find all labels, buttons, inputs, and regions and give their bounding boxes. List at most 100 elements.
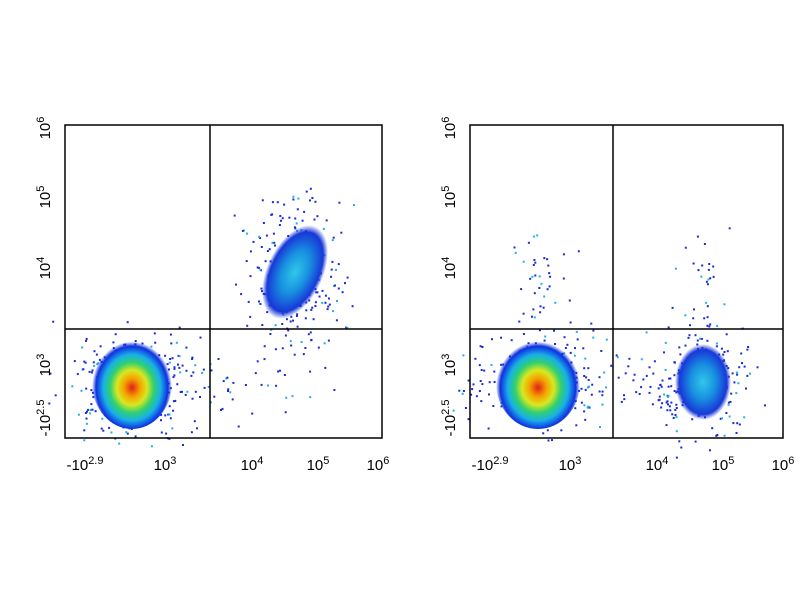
- event: [296, 325, 299, 328]
- y-tick-label: -102.5: [440, 400, 459, 437]
- event: [735, 371, 738, 374]
- event: [259, 237, 262, 239]
- event: [671, 306, 674, 309]
- event: [254, 372, 257, 375]
- event: [266, 311, 269, 314]
- event: [95, 353, 98, 356]
- event: [84, 361, 87, 364]
- tick-exponent: 3: [170, 455, 176, 467]
- event: [663, 351, 665, 354]
- event: [474, 357, 477, 360]
- event: [92, 396, 95, 399]
- event: [315, 291, 318, 294]
- event: [675, 407, 678, 409]
- event: [87, 408, 90, 411]
- event: [92, 361, 95, 364]
- event: [202, 368, 205, 371]
- event: [592, 336, 595, 339]
- event: [269, 333, 272, 335]
- event: [715, 342, 718, 345]
- event: [693, 308, 695, 311]
- event: [675, 456, 678, 459]
- event: [533, 235, 536, 238]
- event: [487, 427, 490, 430]
- event: [284, 334, 287, 337]
- event: [667, 403, 669, 406]
- event: [684, 344, 687, 347]
- event: [696, 339, 699, 342]
- tick-base: 10: [442, 192, 459, 209]
- event: [85, 422, 88, 425]
- event: [172, 409, 175, 412]
- event: [332, 310, 335, 313]
- x-tick-label: 103: [154, 455, 177, 474]
- event: [479, 345, 482, 348]
- event: [273, 241, 276, 244]
- event: [48, 402, 51, 405]
- event: [80, 389, 83, 392]
- event: [281, 323, 284, 325]
- event: [341, 291, 344, 294]
- event: [689, 324, 691, 327]
- event: [235, 283, 237, 286]
- event: [732, 422, 735, 425]
- event: [684, 314, 687, 317]
- event: [262, 222, 265, 224]
- event: [583, 375, 586, 377]
- event: [178, 366, 181, 369]
- event: [177, 363, 179, 366]
- tick-exponent: 5: [440, 186, 452, 192]
- event: [287, 329, 290, 332]
- event: [231, 398, 234, 401]
- event: [172, 400, 175, 403]
- event: [726, 350, 729, 353]
- event: [346, 327, 349, 329]
- event: [660, 385, 663, 388]
- event: [296, 208, 299, 211]
- event: [221, 407, 224, 410]
- event: [587, 379, 590, 381]
- tick-exponent: 2.9: [88, 455, 103, 467]
- tick-exponent: 2.5: [35, 400, 47, 415]
- event: [76, 373, 79, 376]
- tick-exponent: 4: [662, 455, 668, 467]
- event: [513, 246, 516, 249]
- event: [295, 222, 298, 225]
- event: [322, 227, 325, 230]
- event: [542, 306, 545, 309]
- event: [670, 401, 673, 404]
- event: [165, 432, 168, 435]
- event: [667, 396, 670, 398]
- event: [696, 235, 699, 238]
- event: [532, 308, 535, 311]
- event: [321, 289, 324, 292]
- frames: [64, 124, 784, 439]
- event: [623, 398, 626, 401]
- event: [227, 390, 229, 392]
- event: [85, 417, 88, 420]
- event: [691, 418, 694, 421]
- event: [649, 385, 652, 388]
- y-tick-label: 105: [440, 186, 459, 209]
- event: [292, 195, 295, 198]
- event: [527, 241, 530, 244]
- event: [345, 326, 348, 329]
- event: [240, 293, 243, 296]
- event: [258, 300, 260, 303]
- event: [727, 401, 730, 404]
- event: [164, 414, 167, 417]
- event: [168, 413, 171, 416]
- event: [719, 417, 722, 420]
- event: [546, 288, 549, 291]
- event: [680, 446, 683, 449]
- event: [334, 284, 336, 287]
- event: [335, 268, 337, 271]
- event: [265, 234, 268, 237]
- tick-exponent: 5: [323, 455, 329, 467]
- x-tick-label: -102.9: [67, 455, 104, 474]
- event: [471, 388, 474, 391]
- event: [705, 280, 708, 283]
- event: [252, 240, 255, 243]
- event: [82, 368, 85, 371]
- event: [540, 282, 543, 285]
